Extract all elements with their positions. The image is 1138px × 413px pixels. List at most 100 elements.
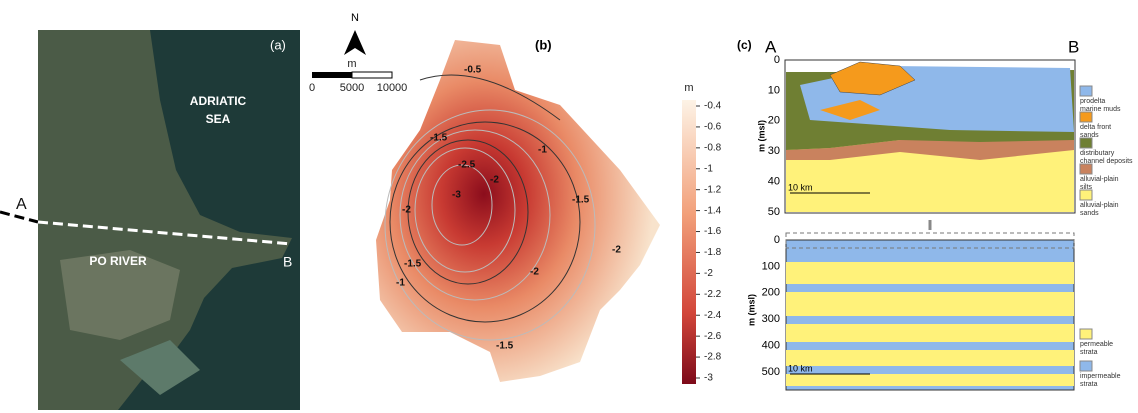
colorbar-tick-label: -1.4	[704, 205, 722, 216]
scale-tick: 5000	[340, 82, 364, 94]
contour-label: -1	[396, 278, 405, 289]
colorbar	[682, 100, 696, 384]
section-end: B	[1068, 37, 1079, 56]
depression-map	[376, 40, 660, 382]
sea-label: ADRIATIC	[190, 94, 247, 108]
contour-label: -1	[538, 145, 547, 156]
y-axis-label: m (msl)	[756, 120, 766, 152]
y-tick-label: 100	[762, 260, 780, 272]
contour-label: -2.5	[458, 160, 476, 171]
section-line	[37, 220, 293, 246]
bottom-section: 10 km m (msl)	[746, 220, 1075, 391]
legend-label: strata	[1080, 349, 1098, 356]
north-arrow	[344, 30, 366, 55]
legend-swatch	[1079, 328, 1093, 340]
colorbar-title: m	[684, 82, 693, 94]
contours	[384, 109, 596, 341]
legend-label: sands	[1080, 132, 1099, 139]
contour-label: -1.5	[430, 133, 448, 144]
colorbar-tick-label: -2.8	[704, 352, 722, 363]
contour-label: -2	[490, 175, 499, 186]
y-tick-label: 30	[768, 145, 780, 157]
scale-bar	[351, 71, 393, 79]
panel-label: (c)	[737, 38, 752, 52]
section-panel: (c) A B 10 km m (msl) 10 km m (msl) 0 10 2…	[737, 37, 1133, 391]
colorbar-tick-label: -1.8	[704, 247, 722, 258]
legend-swatch	[1079, 137, 1093, 149]
y-tick-label: 400	[762, 340, 780, 352]
legend-label: marine muds	[1080, 106, 1121, 113]
legend-label: prodelta	[1080, 98, 1105, 105]
legend-label: alluvial-plain	[1080, 176, 1119, 183]
scale-unit: m	[347, 58, 356, 70]
colorbar-tick-label: -1.2	[704, 184, 722, 195]
y-tick-label: 20	[768, 115, 780, 127]
sea-label: SEA	[206, 112, 231, 126]
contour-panel: -0.5 -1.5 -1 -2.5 -2 -3 -2 -1.5 -2 -1.5 …	[309, 12, 722, 384]
legend-label: channel deposits	[1080, 158, 1133, 165]
satellite-panel: (a) ADRIATIC SEA PO RIVER A B	[0, 30, 300, 410]
legend-swatch	[1079, 85, 1093, 97]
legend-swatch	[1079, 111, 1093, 123]
scale-label: 10 km	[788, 363, 813, 373]
legend-label: silts	[1080, 184, 1093, 191]
colorbar-tick-label: -2.6	[704, 331, 722, 342]
section-start: A	[765, 37, 777, 56]
colorbar-ticks: -0.4 -0.6 -0.8 -1 -1.2 -1.4 -1.6 -1.8 -2 -2.2 -2.4…	[696, 101, 722, 384]
scale-bar	[312, 72, 352, 78]
legend-label: alluvial-plain	[1080, 202, 1119, 209]
y-tick-label: 500	[762, 366, 780, 378]
legend-swatch	[1079, 360, 1093, 372]
fields	[60, 250, 180, 340]
contour-label: -0.5	[464, 65, 482, 76]
contour-label: -2	[530, 267, 539, 278]
colorbar-tick-label: -3	[704, 373, 713, 384]
legend-label: permeable	[1080, 341, 1113, 348]
river-label: PO RIVER	[89, 254, 147, 268]
legend-swatch	[1079, 189, 1093, 201]
scale-tick: 10000	[377, 82, 408, 94]
y-tick-label: 200	[762, 287, 780, 299]
legend-label: impermeable	[1080, 373, 1121, 380]
y-tick-label: 10	[768, 84, 780, 96]
y-axis-label: m (msl)	[746, 294, 756, 326]
section-end: B	[283, 254, 292, 270]
scale-label: 10 km	[788, 182, 813, 192]
contour-label: -1.5	[404, 259, 422, 270]
north-label: N	[351, 12, 359, 24]
top-section: 10 km m (msl)	[756, 59, 1076, 214]
y-tick-label: 300	[762, 313, 780, 325]
legend-label: strata	[1080, 381, 1098, 388]
legend-label: sands	[1080, 210, 1099, 217]
y-tick-label: 0	[774, 234, 780, 246]
legend-swatch	[1079, 163, 1093, 175]
colorbar-tick-label: -2	[704, 268, 713, 279]
colorbar-tick-label: -2.4	[704, 310, 722, 321]
legend-label: delta front	[1080, 124, 1111, 131]
contour-label: -1.5	[572, 195, 590, 206]
colorbar-tick-label: -0.8	[704, 142, 722, 153]
colorbar-tick-label: -1	[704, 163, 713, 174]
contour-label: -3	[452, 190, 461, 201]
colorbar-tick-label: -0.4	[704, 101, 722, 112]
y-tick-label: 0	[774, 54, 780, 66]
colorbar-tick-label: -2.2	[704, 289, 722, 300]
contour-label: -2	[612, 245, 621, 256]
colorbar-tick-label: -1.6	[704, 226, 722, 237]
panel-label: (a)	[270, 37, 286, 52]
major-contours	[389, 74, 581, 323]
section-start: A	[16, 196, 27, 213]
legend-label: distributary	[1080, 150, 1115, 157]
y-tick-label: 40	[768, 176, 780, 188]
contour-label: -1.5	[496, 341, 514, 352]
colorbar-tick-label: -0.6	[704, 122, 722, 133]
contour-label: -2	[402, 205, 411, 216]
scale-tick: 0	[309, 82, 315, 94]
lagoon	[120, 340, 200, 395]
y-tick-label: 50	[768, 206, 780, 218]
panel-label: (b)	[535, 37, 552, 52]
